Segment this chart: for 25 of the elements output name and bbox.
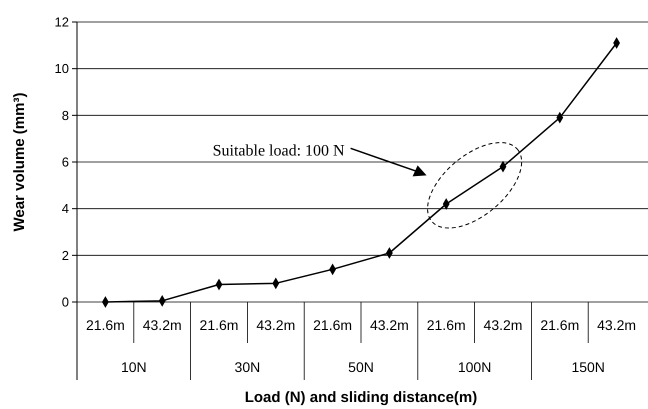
x-tick-label: 21.6m [426, 317, 466, 333]
y-tick-label: 12 [54, 14, 69, 30]
y-axis-title: Wear volume (mm³) [11, 92, 28, 232]
x-tick-label: 43.2m [142, 317, 182, 333]
x-tick-label: 43.2m [256, 317, 296, 333]
y-tick-label: 0 [62, 294, 69, 310]
text: 30N [234, 359, 260, 375]
x-tick-label: 21.6m [86, 317, 125, 333]
y-tick-label: 6 [62, 154, 69, 170]
y-tick-label: 4 [62, 201, 69, 216]
y-tick-label: 10 [54, 61, 69, 76]
x-tick-label: 43.2m [484, 317, 522, 333]
x-tick-label: 43.2m [370, 317, 409, 333]
text: 50N [348, 359, 374, 375]
x-tick-label: 21.6m [540, 317, 580, 333]
text: 100N [458, 359, 492, 375]
text: 10N [120, 359, 147, 375]
y-tick-label: 2 [62, 248, 69, 263]
x-tick-label: 43.2m [597, 317, 636, 333]
y-tick-label: 8 [62, 108, 69, 123]
x-axis-title: Load (N) and sliding distance(m) [244, 389, 478, 406]
text: 150N [571, 359, 605, 375]
x-tick-label: 21.6m [313, 317, 352, 333]
x-tick-label: 21.6m [200, 317, 238, 333]
annotation: Suitable load: 100 N [212, 142, 346, 160]
